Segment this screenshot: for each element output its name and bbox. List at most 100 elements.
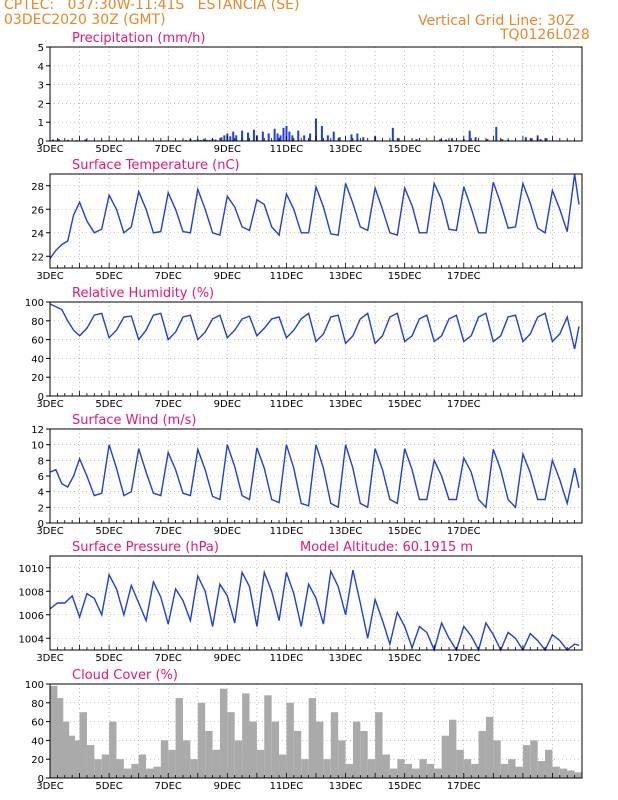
x-tick-label: 11DEC bbox=[270, 653, 304, 664]
precip-bar bbox=[267, 133, 270, 141]
cloud-bar bbox=[426, 763, 435, 778]
y-tick-label: 0 bbox=[38, 519, 44, 530]
x-tick-label: 11DEC bbox=[270, 399, 304, 410]
y-tick-label: 24 bbox=[31, 229, 44, 240]
series-line bbox=[49, 173, 580, 260]
x-tick-label: 17DEC bbox=[447, 271, 481, 282]
cloud-bar bbox=[456, 749, 464, 778]
y-tick-label: 22 bbox=[31, 252, 44, 263]
x-tick-label: 11DEC bbox=[270, 271, 304, 282]
cloud-bar bbox=[301, 759, 309, 778]
precip-bar bbox=[288, 131, 291, 141]
y-tick-label: 4 bbox=[38, 488, 44, 499]
panel-title: Relative Humidity (%) bbox=[72, 286, 214, 301]
x-tick-label: 11DEC bbox=[270, 526, 304, 537]
cloud-bar bbox=[412, 768, 420, 778]
cloud-bar bbox=[485, 716, 494, 778]
x-tick-label: 13DEC bbox=[329, 144, 363, 155]
cloud-bar bbox=[574, 772, 582, 778]
cloud-bar bbox=[434, 768, 442, 778]
cloud-bar bbox=[219, 688, 228, 778]
y-tick-label: 3 bbox=[38, 81, 44, 92]
cloud-bar bbox=[530, 740, 538, 778]
x-tick-label: 17DEC bbox=[447, 781, 481, 792]
precip-bar bbox=[332, 131, 335, 141]
precip-bar bbox=[279, 135, 282, 141]
x-tick-label: 17DEC bbox=[447, 653, 481, 664]
cloud-bar bbox=[271, 721, 280, 778]
cloud-bar bbox=[205, 731, 213, 778]
x-tick-label: 17DEC bbox=[447, 399, 481, 410]
precip-bar bbox=[445, 139, 448, 141]
x-tick-label: 9DEC bbox=[214, 653, 241, 664]
cloud-bar bbox=[190, 759, 198, 778]
cloud-bar bbox=[316, 721, 324, 778]
precip-bar bbox=[285, 125, 288, 141]
cloud-bar bbox=[286, 702, 294, 778]
x-tick-label: 15DEC bbox=[388, 781, 422, 792]
x-tick-label: 13DEC bbox=[329, 781, 363, 792]
x-tick-label: 7DEC bbox=[155, 271, 182, 282]
x-tick-label: 3DEC bbox=[36, 653, 63, 664]
x-tick-label: 3DEC bbox=[36, 271, 63, 282]
cloud-bar bbox=[360, 731, 368, 778]
cloud-bar bbox=[382, 754, 390, 778]
precip-bar bbox=[241, 130, 244, 141]
cloud-bar bbox=[234, 740, 243, 778]
precip-bar bbox=[57, 139, 60, 141]
y-tick-label: 6 bbox=[38, 472, 44, 483]
cloud-bar bbox=[153, 766, 161, 778]
panel-title: Surface Wind (m/s) bbox=[72, 413, 196, 428]
precip-bar bbox=[309, 133, 312, 141]
precip-bar bbox=[397, 138, 400, 141]
precip-bar bbox=[415, 139, 418, 141]
cloud-bar bbox=[308, 698, 316, 778]
x-tick-label: 9DEC bbox=[214, 781, 241, 792]
series-line bbox=[49, 444, 580, 509]
panel-title: Surface Temperature (nC) bbox=[72, 158, 240, 173]
precip-bar bbox=[356, 133, 359, 141]
model-code: TQ0126L028 bbox=[500, 27, 590, 43]
x-tick-label: 5DEC bbox=[95, 271, 122, 282]
cloud-bar bbox=[397, 759, 405, 778]
x-tick-label: 9DEC bbox=[214, 144, 241, 155]
cloud-bar bbox=[94, 759, 102, 778]
y-tick-label: 1004 bbox=[19, 634, 44, 645]
cloud-bar bbox=[109, 721, 117, 778]
x-tick-label: 7DEC bbox=[155, 653, 182, 664]
run-datetime: 03DEC2020 30Z (GMT) bbox=[4, 12, 166, 28]
cloud-bar bbox=[419, 759, 427, 778]
precip-bar bbox=[495, 126, 498, 141]
precip-bar bbox=[229, 136, 232, 141]
cloud-bar bbox=[264, 695, 272, 778]
precip-bar bbox=[214, 139, 217, 141]
cloud-bar bbox=[404, 763, 413, 778]
y-tick-label: 8 bbox=[38, 456, 44, 467]
precip-bar bbox=[315, 118, 317, 141]
precip-bar bbox=[439, 139, 442, 141]
precip-bar bbox=[261, 131, 264, 141]
precip-bar bbox=[468, 130, 471, 141]
precip-bar bbox=[232, 131, 235, 141]
y-tick-label: 1010 bbox=[19, 564, 44, 575]
cloud-bar bbox=[537, 761, 546, 778]
precip-bar bbox=[220, 137, 223, 141]
y-tick-label: 4 bbox=[38, 62, 44, 73]
y-tick-label: 100 bbox=[25, 298, 44, 309]
y-tick-label: 1008 bbox=[19, 587, 44, 598]
cloud-bar bbox=[79, 712, 87, 778]
cloud-bar bbox=[478, 731, 486, 778]
precip-bar bbox=[66, 139, 69, 141]
x-tick-label: 13DEC bbox=[329, 399, 363, 410]
y-tick-label: 1006 bbox=[19, 611, 44, 622]
cloud-bar bbox=[242, 693, 250, 778]
y-tick-label: 80 bbox=[31, 699, 44, 710]
y-tick-label: 0 bbox=[38, 392, 44, 403]
x-tick-label: 3DEC bbox=[36, 399, 63, 410]
y-tick-label: 12 bbox=[31, 425, 44, 436]
x-tick-label: 13DEC bbox=[329, 653, 363, 664]
panel-title: Cloud Cover (%) bbox=[72, 668, 178, 683]
cloud-bar bbox=[197, 702, 206, 778]
x-tick-label: 3DEC bbox=[36, 526, 63, 537]
